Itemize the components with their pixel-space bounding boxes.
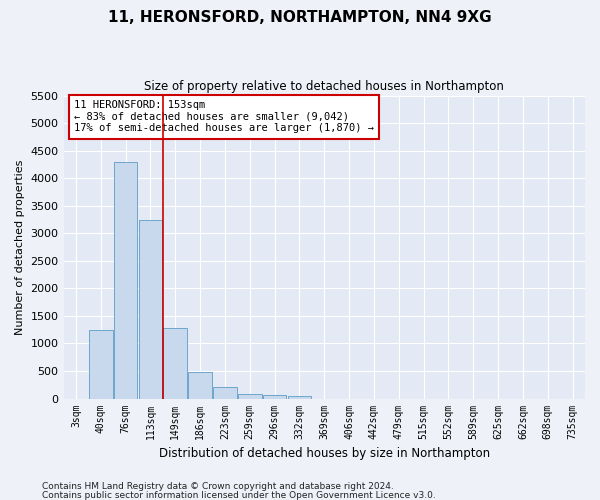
Bar [263, 396, 286, 398]
X-axis label: Distribution of detached houses by size in Northampton: Distribution of detached houses by size … [159, 447, 490, 460]
Text: 11, HERONSFORD, NORTHAMPTON, NN4 9XG: 11, HERONSFORD, NORTHAMPTON, NN4 9XG [108, 10, 492, 25]
Bar [89, 330, 113, 398]
Bar [139, 220, 162, 398]
Bar [114, 162, 137, 398]
Bar [287, 396, 311, 398]
Title: Size of property relative to detached houses in Northampton: Size of property relative to detached ho… [145, 80, 504, 93]
Y-axis label: Number of detached properties: Number of detached properties [15, 160, 25, 334]
Text: Contains public sector information licensed under the Open Government Licence v3: Contains public sector information licen… [42, 490, 436, 500]
Bar [188, 372, 212, 398]
Bar [213, 387, 237, 398]
Bar [163, 328, 187, 398]
Text: Contains HM Land Registry data © Crown copyright and database right 2024.: Contains HM Land Registry data © Crown c… [42, 482, 394, 491]
Bar [238, 394, 262, 398]
Text: 11 HERONSFORD: 153sqm
← 83% of detached houses are smaller (9,042)
17% of semi-d: 11 HERONSFORD: 153sqm ← 83% of detached … [74, 100, 374, 134]
